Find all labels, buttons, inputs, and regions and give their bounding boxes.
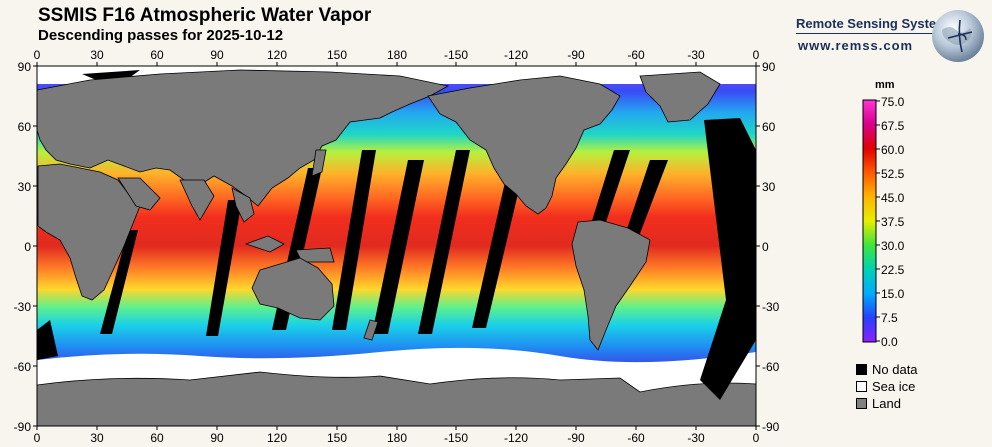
lat-labels-left: 90 60 30 0 -30 -60 -90: [14, 60, 32, 434]
arctic-sea-ice: [37, 66, 756, 84]
legend-label: No data: [872, 362, 918, 377]
eurasia-land: [37, 69, 450, 207]
lat-tick-right: -90: [762, 420, 780, 434]
lon-tick-top: 150: [327, 48, 347, 62]
lon-tick-bottom: -150: [444, 431, 468, 445]
brand-url[interactable]: www.remss.com: [798, 38, 914, 53]
lon-labels-top: 0 30 60 90 120 150 180 -150 -120 -90 -60…: [34, 48, 760, 62]
south-america-land: [571, 219, 651, 351]
new-guinea-land: [295, 247, 335, 263]
lat-tick-left: 30: [18, 180, 32, 194]
colorbar-tick-label: 30.0: [881, 239, 905, 253]
lon-tick-bottom: 180: [387, 431, 407, 445]
lat-labels-right: 90 60 30 0 -30 -60 -90: [762, 60, 780, 434]
colorbar-tick-label: 0.0: [881, 335, 898, 349]
borneo-land: [244, 235, 285, 253]
lat-tick-left: 90: [18, 60, 32, 74]
lon-tick-bottom: -90: [567, 431, 585, 445]
lon-tick-bottom: -30: [687, 431, 705, 445]
brand-rule: [796, 33, 946, 34]
colorbar-tick-label: 52.5: [881, 167, 905, 181]
colorbar-tick-label: 15.0: [881, 287, 905, 301]
colorbar: [862, 99, 877, 343]
lon-tick-top: -120: [504, 48, 528, 62]
africa-land: [37, 163, 141, 301]
lat-tick-right: 60: [762, 120, 776, 134]
lat-tick-left: -90: [14, 420, 32, 434]
lon-tick-bottom: 0: [34, 431, 41, 445]
antarctic-sea-ice: [37, 347, 756, 426]
lat-tick-left: 60: [18, 120, 32, 134]
lon-tick-top: -150: [444, 48, 468, 62]
japan-land: [311, 149, 327, 177]
continents: [37, 69, 721, 351]
lat-tick-right: -30: [762, 300, 780, 314]
legend-item-no-data: No data: [856, 362, 986, 378]
brand-logo[interactable]: Remote Sensing Systems www.remss.com: [796, 16, 986, 60]
legend-swatch: [856, 364, 867, 375]
new-zealand-land: [363, 319, 379, 341]
lon-tick-top: 90: [210, 48, 224, 62]
lon-tick-top: -30: [687, 48, 705, 62]
colorbar-tick-label: 45.0: [881, 191, 905, 205]
lon-tick-top: 60: [150, 48, 164, 62]
lon-labels-bottom: 0 30 60 90 120 150 180 -150 -120 -90 -60…: [34, 431, 760, 445]
lon-tick-top: -90: [567, 48, 585, 62]
colorbar-tick-label: 75.0: [881, 95, 905, 109]
brand-name: Remote Sensing Systems: [796, 16, 955, 31]
lat-tick-right: 90: [762, 60, 776, 74]
lon-tick-bottom: 0: [753, 431, 760, 445]
colorbar-tick-label: 7.5: [881, 311, 898, 325]
lat-tick-right: 0: [762, 240, 769, 254]
arabia-land: [117, 177, 161, 211]
lon-tick-top: 0: [34, 48, 41, 62]
colorbar-labels: 75.0 67.5 60.0 52.5 45.0 37.5 30.0 22.5 …: [881, 95, 905, 349]
lon-tick-top: 30: [90, 48, 104, 62]
map-subtitle: Descending passes for 2025-10-12: [38, 27, 284, 44]
colorbar-tick-label: 67.5: [881, 119, 905, 133]
australia-land: [251, 257, 335, 321]
lat-tick-left: -60: [14, 360, 32, 374]
legend-swatch: [856, 381, 867, 392]
legend-label: Sea ice: [872, 379, 916, 394]
colorbar-ticks: [876, 100, 880, 342]
lon-tick-top: 180: [387, 48, 407, 62]
india-land: [179, 179, 215, 221]
map-title: SSMIS F16 Atmospheric Water Vapor: [38, 5, 372, 26]
globe-icon: [932, 10, 984, 62]
antarctica-land: [37, 371, 756, 426]
arctic-no-data: [82, 70, 140, 88]
legend-label: Land: [872, 396, 901, 411]
colorbar-tick-label: 22.5: [881, 263, 905, 277]
lon-tick-bottom: 120: [267, 431, 287, 445]
tick-marks: [33, 62, 760, 430]
colorbar-tick-label: 37.5: [881, 215, 905, 229]
lon-tick-bottom: 60: [150, 431, 164, 445]
legend-item-land: Land: [856, 396, 986, 412]
lon-tick-bottom: 150: [327, 431, 347, 445]
no-data-swaths: [37, 118, 756, 400]
lat-tick-left: 0: [24, 240, 31, 254]
lat-tick-right: 30: [762, 180, 776, 194]
lon-tick-top: -60: [627, 48, 645, 62]
legend-swatch: [856, 398, 867, 409]
lon-tick-bottom: -120: [504, 431, 528, 445]
colorbar-tick-label: 60.0: [881, 143, 905, 157]
legend: No data Sea ice Land: [856, 362, 986, 413]
southeast-asia-land: [231, 187, 255, 223]
lon-tick-bottom: -60: [627, 431, 645, 445]
lon-tick-top: 0: [753, 48, 760, 62]
north-america-land: [427, 75, 621, 215]
map-frame: [36, 65, 757, 427]
lat-tick-left: -30: [14, 300, 32, 314]
lon-tick-bottom: 90: [210, 431, 224, 445]
water-vapor-field: [37, 66, 756, 426]
legend-item-sea-ice: Sea ice: [856, 379, 986, 395]
lon-tick-bottom: 30: [90, 431, 104, 445]
greenland-land: [639, 71, 721, 123]
lat-tick-right: -60: [762, 360, 780, 374]
lon-tick-top: 120: [267, 48, 287, 62]
colorbar-unit: mm: [875, 79, 895, 91]
